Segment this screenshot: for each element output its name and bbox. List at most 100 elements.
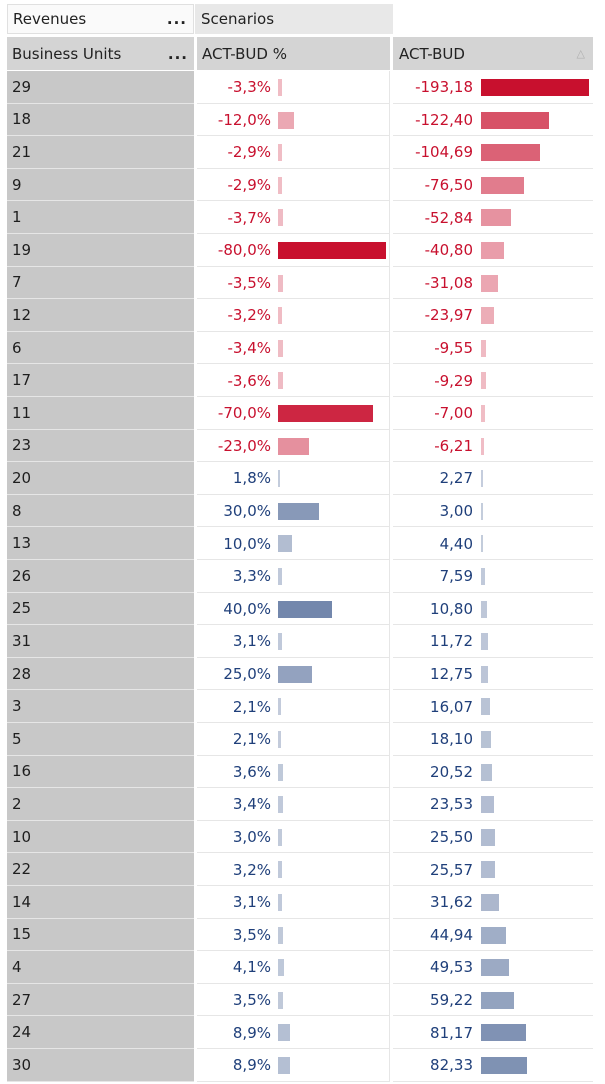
table-row[interactable]: 26 3,3% 7,59: [0, 560, 605, 593]
business-unit-label[interactable]: 11: [7, 397, 194, 430]
table-row[interactable]: 24 8,9% 81,17: [0, 1016, 605, 1049]
table-row[interactable]: 7 -3,5% -31,08: [0, 266, 605, 300]
measure-selector[interactable]: Revenues ...: [7, 4, 194, 34]
act-bud-pct-cell[interactable]: -3,7%: [197, 201, 390, 234]
business-unit-label[interactable]: 31: [7, 625, 194, 658]
row-dimension-more-button[interactable]: ...: [167, 44, 188, 63]
table-row[interactable]: 1 -3,7% -52,84: [0, 201, 605, 234]
table-row[interactable]: 13 10,0% 4,40: [0, 527, 605, 560]
act-bud-pct-cell[interactable]: -3,4%: [197, 331, 390, 365]
table-row[interactable]: 18 -12,0% -122,40: [0, 103, 605, 137]
business-unit-label[interactable]: 8: [7, 494, 194, 528]
act-bud-cell[interactable]: -6,21: [393, 429, 593, 463]
table-row[interactable]: 20 1,8% 2,27: [0, 462, 605, 495]
act-bud-pct-cell[interactable]: -3,5%: [197, 266, 390, 300]
act-bud-pct-cell[interactable]: 4,1%: [197, 951, 390, 984]
sort-ascending-icon[interactable]: △: [576, 47, 585, 60]
table-row[interactable]: 2 3,4% 23,53: [0, 788, 605, 821]
act-bud-pct-cell[interactable]: 30,0%: [197, 494, 390, 528]
table-row[interactable]: 25 40,0% 10,80: [0, 592, 605, 626]
act-bud-pct-cell[interactable]: 3,1%: [197, 886, 390, 919]
act-bud-pct-cell[interactable]: 2,1%: [197, 690, 390, 723]
business-unit-label[interactable]: 15: [7, 918, 194, 952]
table-row[interactable]: 15 3,5% 44,94: [0, 918, 605, 952]
act-bud-pct-cell[interactable]: -3,2%: [197, 299, 390, 332]
act-bud-cell[interactable]: 59,22: [393, 983, 593, 1017]
business-unit-label[interactable]: 22: [7, 853, 194, 886]
act-bud-cell[interactable]: 20,52: [393, 755, 593, 789]
table-row[interactable]: 29 -3,3% -193,18: [0, 71, 605, 104]
act-bud-cell[interactable]: -193,18: [393, 71, 593, 104]
table-row[interactable]: 14 3,1% 31,62: [0, 886, 605, 919]
business-unit-label[interactable]: 25: [7, 592, 194, 626]
act-bud-cell[interactable]: 81,17: [393, 1016, 593, 1049]
table-row[interactable]: 11 -70,0% -7,00: [0, 397, 605, 430]
act-bud-pct-cell[interactable]: 3,5%: [197, 918, 390, 952]
column-header-act-bud-pct[interactable]: ACT-BUD %: [197, 37, 390, 70]
business-unit-label[interactable]: 10: [7, 820, 194, 854]
row-dimension-header[interactable]: Business Units ...: [7, 37, 194, 70]
business-unit-label[interactable]: 5: [7, 723, 194, 756]
act-bud-pct-cell[interactable]: 3,6%: [197, 755, 390, 789]
act-bud-cell[interactable]: -23,97: [393, 299, 593, 332]
business-unit-label[interactable]: 24: [7, 1016, 194, 1049]
act-bud-cell[interactable]: -104,69: [393, 136, 593, 169]
act-bud-pct-cell[interactable]: -23,0%: [197, 429, 390, 463]
act-bud-cell[interactable]: -40,80: [393, 234, 593, 267]
table-row[interactable]: 22 3,2% 25,57: [0, 853, 605, 886]
business-unit-label[interactable]: 18: [7, 103, 194, 137]
act-bud-pct-cell[interactable]: 8,9%: [197, 1049, 390, 1082]
table-row[interactable]: 27 3,5% 59,22: [0, 983, 605, 1017]
business-unit-label[interactable]: 2: [7, 788, 194, 821]
act-bud-cell[interactable]: 44,94: [393, 918, 593, 952]
act-bud-cell[interactable]: 18,10: [393, 723, 593, 756]
table-row[interactable]: 3 2,1% 16,07: [0, 690, 605, 723]
table-row[interactable]: 23 -23,0% -6,21: [0, 429, 605, 463]
act-bud-cell[interactable]: -7,00: [393, 397, 593, 430]
table-row[interactable]: 19 -80,0% -40,80: [0, 234, 605, 267]
table-row[interactable]: 5 2,1% 18,10: [0, 723, 605, 756]
act-bud-cell[interactable]: 4,40: [393, 527, 593, 560]
business-unit-label[interactable]: 3: [7, 690, 194, 723]
table-row[interactable]: 10 3,0% 25,50: [0, 820, 605, 854]
column-dimension-header[interactable]: Scenarios: [195, 4, 393, 34]
act-bud-cell[interactable]: 23,53: [393, 788, 593, 821]
business-unit-label[interactable]: 29: [7, 71, 194, 104]
business-unit-label[interactable]: 6: [7, 331, 194, 365]
business-unit-label[interactable]: 14: [7, 886, 194, 919]
table-row[interactable]: 6 -3,4% -9,55: [0, 331, 605, 365]
act-bud-cell[interactable]: -31,08: [393, 266, 593, 300]
act-bud-cell[interactable]: -76,50: [393, 168, 593, 202]
act-bud-cell[interactable]: 3,00: [393, 494, 593, 528]
table-row[interactable]: 12 -3,2% -23,97: [0, 299, 605, 332]
act-bud-pct-cell[interactable]: 3,0%: [197, 820, 390, 854]
act-bud-cell[interactable]: -52,84: [393, 201, 593, 234]
act-bud-pct-cell[interactable]: 10,0%: [197, 527, 390, 560]
table-row[interactable]: 8 30,0% 3,00: [0, 494, 605, 528]
act-bud-pct-cell[interactable]: -3,6%: [197, 364, 390, 397]
act-bud-pct-cell[interactable]: 1,8%: [197, 462, 390, 495]
business-unit-label[interactable]: 16: [7, 755, 194, 789]
business-unit-label[interactable]: 12: [7, 299, 194, 332]
table-row[interactable]: 31 3,1% 11,72: [0, 625, 605, 658]
act-bud-pct-cell[interactable]: -2,9%: [197, 136, 390, 169]
act-bud-pct-cell[interactable]: 25,0%: [197, 657, 390, 691]
act-bud-cell[interactable]: 12,75: [393, 657, 593, 691]
act-bud-pct-cell[interactable]: -80,0%: [197, 234, 390, 267]
business-unit-label[interactable]: 23: [7, 429, 194, 463]
act-bud-cell[interactable]: 7,59: [393, 560, 593, 593]
business-unit-label[interactable]: 20: [7, 462, 194, 495]
act-bud-cell[interactable]: -9,29: [393, 364, 593, 397]
act-bud-cell[interactable]: 25,50: [393, 820, 593, 854]
act-bud-pct-cell[interactable]: -2,9%: [197, 168, 390, 202]
table-row[interactable]: 16 3,6% 20,52: [0, 755, 605, 789]
act-bud-cell[interactable]: 82,33: [393, 1049, 593, 1082]
table-row[interactable]: 28 25,0% 12,75: [0, 657, 605, 691]
business-unit-label[interactable]: 21: [7, 136, 194, 169]
act-bud-cell[interactable]: 10,80: [393, 592, 593, 626]
business-unit-label[interactable]: 17: [7, 364, 194, 397]
act-bud-pct-cell[interactable]: 8,9%: [197, 1016, 390, 1049]
business-unit-label[interactable]: 4: [7, 951, 194, 984]
act-bud-cell[interactable]: 31,62: [393, 886, 593, 919]
act-bud-cell[interactable]: 16,07: [393, 690, 593, 723]
